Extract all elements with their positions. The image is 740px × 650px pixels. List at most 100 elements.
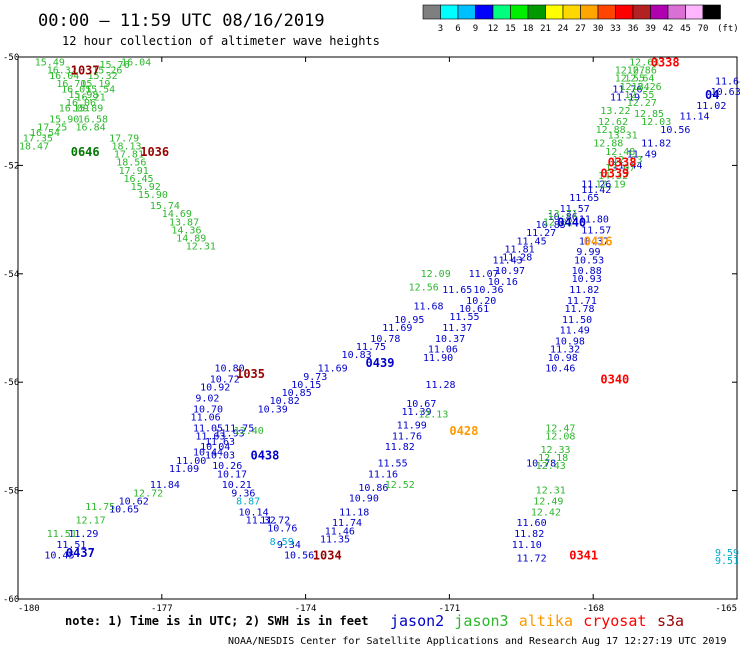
wave-height-value: 11.37	[442, 323, 472, 334]
pass-number-label: 1037	[71, 64, 100, 78]
wave-height-value: 11.29	[68, 529, 98, 540]
wave-height-value: 11.81	[505, 244, 535, 255]
wave-height-value: 11.82	[385, 442, 415, 453]
wave-height-value: 11.65	[442, 285, 472, 296]
wave-height-value: 11.46	[325, 526, 355, 537]
wave-height-value: 15.90	[138, 190, 168, 201]
wave-height-value: 16.58	[78, 114, 108, 125]
wave-height-value: 16.04	[49, 71, 79, 82]
wave-height-value: 12.07	[615, 66, 645, 77]
wave-height-value: 10.46	[545, 364, 575, 375]
wave-height-value: 10.53	[574, 255, 604, 266]
legend-item-altika: altika	[519, 612, 573, 630]
wave-height-value: 12.52	[385, 480, 415, 491]
wave-height-value: 15.89	[73, 103, 103, 114]
wave-height-value: 10.85	[536, 220, 566, 231]
wave-height-value: 13.07	[605, 163, 635, 174]
wave-height-value: 11.69	[382, 323, 412, 334]
colorbar-tick-label: 70	[698, 24, 709, 34]
colorbar-swatch	[475, 4, 494, 20]
colorbar-swatch	[527, 4, 546, 20]
wave-height-value: 9.59	[715, 548, 739, 559]
wave-height-value: 12.02	[543, 217, 573, 228]
wave-height-value: 11.02	[696, 101, 726, 112]
legend-item-s3a: s3a	[657, 612, 684, 630]
lat-label: -54	[3, 270, 19, 280]
wave-height-value: 10.92	[200, 383, 230, 394]
wave-height-value: 15.54	[85, 85, 115, 96]
wave-height-value: 11.39	[401, 407, 431, 418]
wave-height-value: 10.61	[459, 304, 489, 315]
wave-height-value: 11.82	[514, 529, 544, 540]
wave-height-value: 15.90	[49, 114, 79, 125]
pass-number-label: 0339	[600, 167, 629, 181]
axis-ticks	[17, 56, 738, 600]
lon-label: -168	[582, 604, 604, 614]
wave-height-value: 11.64	[715, 76, 740, 87]
wave-height-value: 11.45	[517, 236, 547, 247]
wave-height-value: 10.67	[406, 399, 436, 410]
colorbar-swatch	[545, 4, 564, 20]
color-scale-bar: 3 6 9 12 15 18 21 24 27 30 33 36 39 42 45 70	[422, 4, 721, 34]
pass-number-label: 0438	[250, 448, 279, 462]
colorbar-swatch	[632, 4, 651, 20]
colorbar-unit: (ft)	[717, 24, 739, 34]
colorbar-swatch	[597, 4, 616, 20]
wave-height-value: 12.47	[545, 423, 575, 434]
colorbar-tick-label: 30	[593, 24, 604, 34]
wave-height-value: 18.47	[19, 141, 49, 152]
wave-height-value: 10.86	[548, 212, 578, 223]
wave-height-value: 10.63	[711, 87, 740, 98]
lon-label: -180	[18, 604, 40, 614]
wave-height-value: 10.78	[370, 334, 400, 345]
wave-height-value: 9.73	[303, 372, 327, 383]
wave-height-value: 11.51	[56, 540, 86, 551]
pass-labels: 1037 0646 1036 1035 0438 0437 1034 0439 0428 0440…	[66, 55, 720, 562]
wave-height-points: 10.4511.5111.2910.6510.6211.8411.0911.00…	[19, 57, 740, 567]
wave-height-value: 18.13	[111, 141, 141, 152]
wave-height-value: 12.63	[612, 155, 642, 166]
wave-height-value: 9.51	[715, 556, 739, 567]
wave-height-value: 12.42	[531, 507, 561, 518]
wave-height-value: 12.31	[536, 486, 566, 497]
longitude-labels: -180 -177 -174 -171 -168 -165	[18, 604, 737, 614]
colorbar-tick-label: 24	[558, 24, 569, 34]
wave-height-value: 11.63	[195, 431, 225, 442]
wave-height-value: 11.00	[176, 456, 206, 467]
lon-label: -174	[295, 604, 317, 614]
wave-height-value: 11.68	[413, 301, 443, 312]
wave-height-value: 13.87	[169, 217, 199, 228]
wave-height-value: 16.06	[66, 98, 96, 109]
wave-height-value: 9.99	[576, 247, 600, 258]
wave-height-value: 15.32	[88, 71, 118, 82]
wave-height-value: 10.78	[526, 459, 556, 470]
colorbar-tick-label: 36	[628, 24, 639, 34]
wave-height-value: 15.76	[99, 60, 129, 71]
wave-height-value: 10.93	[572, 274, 602, 285]
wave-height-value: 10.88	[572, 266, 602, 277]
colorbar-tick-label: 45	[680, 24, 691, 34]
wave-height-value: 12.19	[596, 179, 626, 190]
wave-height-value: 11.05	[193, 423, 223, 434]
wave-height-value: 10.17	[217, 469, 247, 480]
colorbar-swatch	[650, 4, 669, 20]
wave-height-value: 11.75	[356, 342, 386, 353]
credit-text: NOAA/NESDIS Center for Satellite Applica…	[228, 636, 577, 647]
wave-height-value: 12.84	[620, 82, 650, 93]
wave-height-value: 11.10	[512, 540, 542, 551]
wave-height-value: 10.16	[488, 277, 518, 288]
wave-height-value: 13.71	[548, 209, 578, 220]
wave-height-value: 11.06	[428, 345, 458, 356]
wave-height-value: 10.86	[358, 483, 388, 494]
lat-label: -56	[3, 378, 19, 388]
wave-height-value: 11.78	[564, 304, 594, 315]
colorbar-swatch	[440, 4, 459, 20]
wave-height-value: 11.57	[560, 204, 590, 215]
wave-height-value: 9.36	[231, 488, 255, 499]
wave-height-value: 16.45	[123, 174, 153, 185]
wave-height-value: 12.18	[538, 453, 568, 464]
wave-height-value: 11.93	[215, 429, 245, 440]
wave-height-value: 9.34	[277, 540, 301, 551]
wave-height-value: 12.62	[598, 117, 628, 128]
wave-height-value: 11.55	[378, 459, 408, 470]
